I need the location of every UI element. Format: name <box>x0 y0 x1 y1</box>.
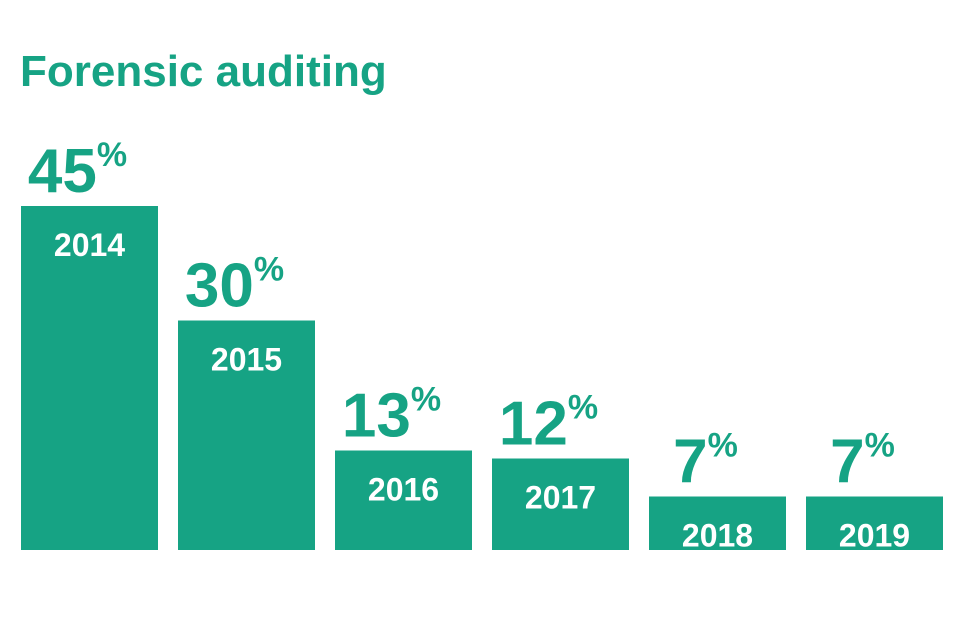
value-label-2015: 30% <box>185 251 284 321</box>
bar-2015 <box>178 320 315 550</box>
bar-2014 <box>21 206 158 550</box>
bar-2017 <box>492 458 629 550</box>
chart-title: Forensic auditing <box>20 47 387 96</box>
value-label-2014: 45% <box>28 136 127 206</box>
bar-2019 <box>806 496 943 550</box>
category-label-2014: 2014 <box>54 227 125 263</box>
bar-2016 <box>335 450 472 550</box>
category-label-2019: 2019 <box>839 517 910 553</box>
category-label-2015: 2015 <box>211 342 282 378</box>
value-label-2017: 12% <box>499 388 598 458</box>
value-label-2019: 7% <box>830 426 895 496</box>
category-label-2018: 2018 <box>682 517 753 553</box>
value-label-2016: 13% <box>342 381 441 451</box>
bar-2018 <box>649 496 786 550</box>
value-label-2018: 7% <box>673 426 738 496</box>
category-label-2017: 2017 <box>525 479 596 515</box>
category-label-2016: 2016 <box>368 472 439 508</box>
